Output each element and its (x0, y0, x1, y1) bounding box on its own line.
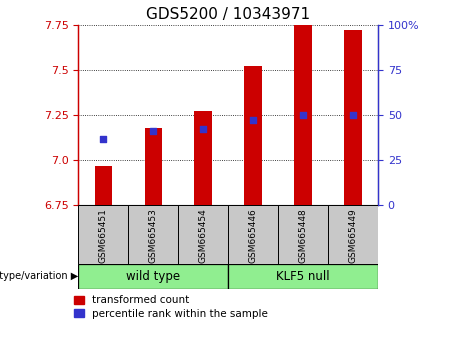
Legend: transformed count, percentile rank within the sample: transformed count, percentile rank withi… (74, 296, 268, 319)
Point (100, 136, 107, 141)
Bar (228, 264, 378, 289)
Bar (295, 25, 312, 205)
Point (249, 118, 257, 123)
Bar (228, 205, 278, 264)
Text: wild type: wild type (126, 270, 180, 282)
Point (349, 112, 357, 118)
Point (300, 112, 307, 118)
Text: GSM665453: GSM665453 (149, 208, 158, 263)
Bar (244, 66, 262, 205)
Text: GSM665451: GSM665451 (99, 208, 108, 263)
Title: GDS5200 / 10343971: GDS5200 / 10343971 (146, 7, 310, 22)
Bar (195, 112, 212, 205)
Bar (128, 205, 178, 264)
Point (200, 127, 207, 132)
Bar (344, 30, 362, 205)
Bar (95, 166, 112, 205)
Text: genotype/variation ▶: genotype/variation ▶ (0, 271, 78, 281)
Text: GSM665446: GSM665446 (248, 208, 258, 263)
Text: GSM665448: GSM665448 (299, 208, 307, 263)
Text: KLF5 null: KLF5 null (276, 270, 330, 282)
Bar (328, 205, 378, 264)
Point (149, 129, 157, 134)
Bar (178, 205, 228, 264)
Bar (278, 205, 328, 264)
Text: GSM665449: GSM665449 (349, 208, 358, 263)
Text: GSM665454: GSM665454 (199, 208, 208, 263)
Bar (78, 205, 128, 264)
Bar (145, 128, 162, 205)
Bar (78, 264, 228, 289)
